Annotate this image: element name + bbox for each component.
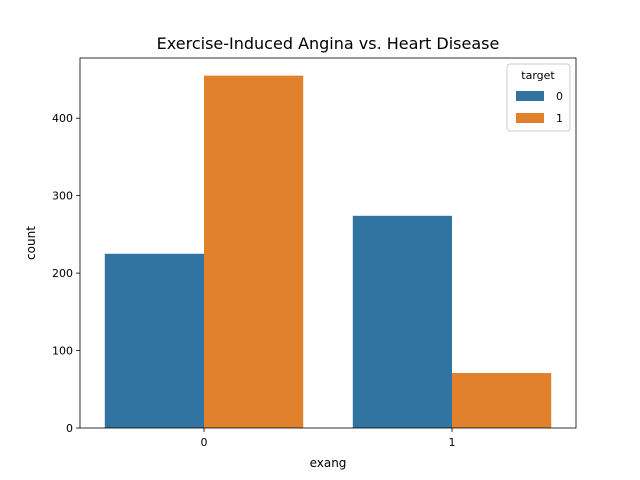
x-tick-label: 0 (201, 436, 208, 449)
legend-title: target (521, 69, 555, 82)
legend-label-target-0: 0 (556, 90, 563, 103)
y-axis-label: count (24, 226, 38, 260)
plot-frame (79, 57, 577, 429)
bar-exang-0-target-0 (104, 253, 204, 428)
y-tick-label: 100 (52, 345, 73, 358)
y-axis: 0 100 200 300 400 (52, 112, 80, 435)
chart-title: Exercise-Induced Angina vs. Heart Diseas… (157, 34, 500, 53)
legend-label-target-1: 1 (556, 112, 563, 125)
x-axis-label: exang (310, 456, 347, 470)
bars-group (104, 75, 552, 428)
bar-exang-0-target-1 (204, 75, 304, 428)
y-tick-label: 400 (52, 112, 73, 125)
y-tick-label: 300 (52, 190, 73, 203)
legend-swatch-target-0 (516, 91, 544, 101)
y-tick-label: 200 (52, 267, 73, 280)
y-tick-label: 0 (66, 422, 73, 435)
bar-exang-1-target-1 (452, 373, 552, 428)
legend-swatch-target-1 (516, 113, 544, 123)
x-tick-label: 1 (449, 436, 456, 449)
bar-exang-1-target-0 (352, 215, 452, 428)
